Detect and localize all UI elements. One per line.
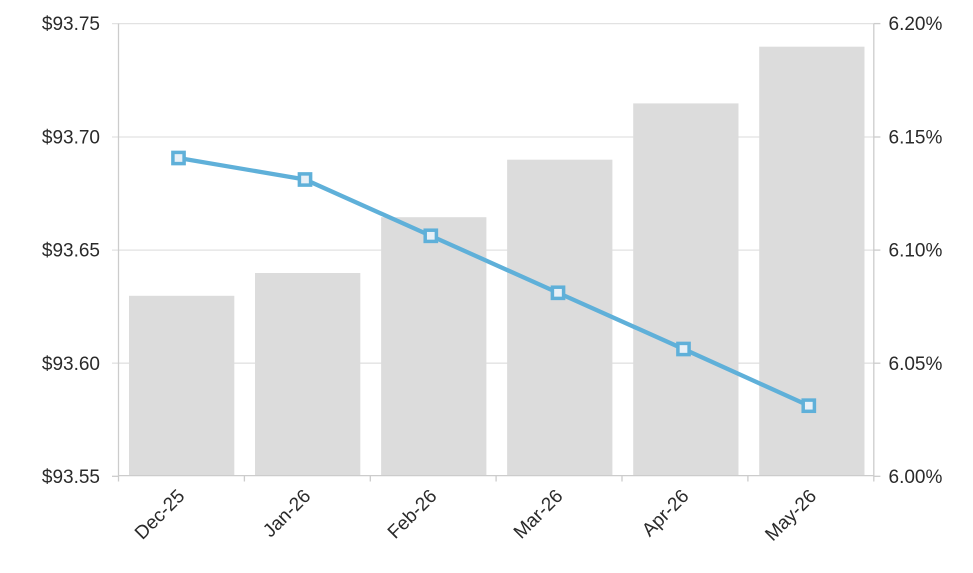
- svg-text:6.10%: 6.10%: [889, 241, 943, 262]
- svg-text:6.15%: 6.15%: [889, 128, 943, 149]
- svg-text:6.00%: 6.00%: [889, 467, 943, 488]
- svg-text:$93.55: $93.55: [42, 467, 100, 488]
- svg-text:6.20%: 6.20%: [889, 14, 943, 35]
- svg-text:6.05%: 6.05%: [889, 354, 943, 375]
- svg-text:$93.65: $93.65: [42, 241, 100, 262]
- svg-text:$93.70: $93.70: [42, 128, 100, 149]
- svg-text:$93.60: $93.60: [42, 354, 100, 375]
- svg-text:$93.75: $93.75: [42, 14, 100, 35]
